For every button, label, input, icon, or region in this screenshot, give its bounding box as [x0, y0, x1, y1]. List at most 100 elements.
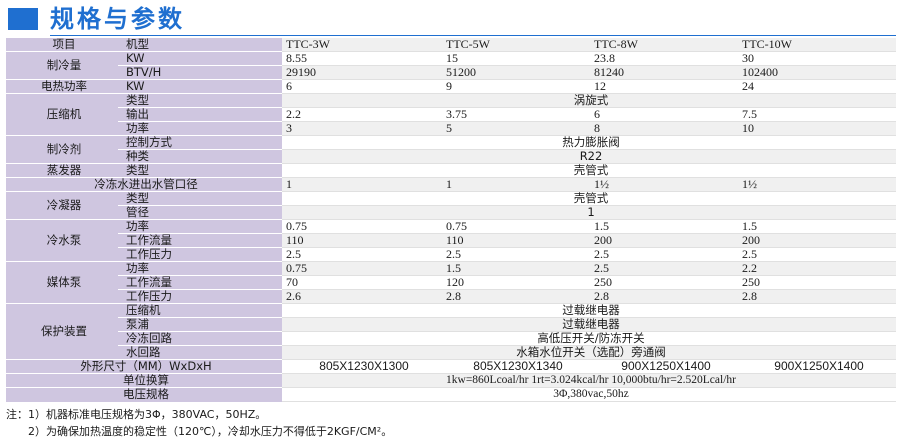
table-cell-span: 热力膨胀阀 — [282, 135, 896, 150]
row-label-pipe-diameter: 冷冻水进出水管口径 — [6, 177, 282, 192]
table-cell: 3 — [282, 121, 442, 136]
sub-label: 类型 — [118, 163, 282, 178]
header-divider — [50, 35, 896, 36]
table-row: 冷冻水进出水管口径 1 1 1½ 1½ — [6, 177, 896, 192]
table-cell: 250 — [590, 275, 738, 290]
row-label-cooling: 制冷量 — [6, 51, 118, 80]
sub-label: 压缩机 — [118, 303, 282, 318]
table-cell: 51200 — [442, 65, 590, 80]
sub-label: 泵浦 — [118, 317, 282, 332]
table-cell: 7.5 — [738, 107, 896, 122]
table-row: 管径 1 — [6, 205, 896, 220]
table-row: 电压规格 3Φ,380vac,50hz — [6, 387, 896, 402]
table-cell: 10 — [738, 121, 896, 136]
row-label-power-spec: 电压规格 — [6, 387, 282, 402]
table-cell: 9 — [442, 79, 590, 94]
table-row: 种类 R22 — [6, 149, 896, 164]
row-label-item: 项目 — [6, 37, 118, 52]
row-label-protection: 保护装置 — [6, 303, 118, 360]
table-row: 工作压力 2.6 2.8 2.8 2.8 — [6, 289, 896, 304]
table-row: 输出 2.2 3.75 6 7.5 — [6, 107, 896, 122]
table-row: 制冷量 KW 8.55 15 23.8 30 — [6, 51, 896, 80]
table-cell: 1½ — [590, 177, 738, 192]
table-row: 水回路 水箱水位开关（选配）旁通阀 — [6, 345, 896, 360]
row-label-cold-pump: 冷水泵 — [6, 219, 118, 262]
table-row: 冷冻回路 高低压开关/防冻开关 — [6, 331, 896, 346]
table-cell: 8 — [590, 121, 738, 136]
table-cell: 2.2 — [738, 261, 896, 276]
table-cell-span: 涡旋式 — [282, 93, 896, 108]
unit-label: BTV/H — [118, 65, 282, 80]
table-cell: 2.5 — [442, 247, 590, 262]
table-cell: 81240 — [590, 65, 738, 80]
table-cell: 805X1230X1340 — [442, 359, 590, 374]
table-cell: 2.8 — [738, 289, 896, 304]
table-cell: 110 — [282, 233, 442, 248]
table-cell: 29190 — [282, 65, 442, 80]
table-row: 冷水泵 功率 0.75 0.75 1.5 1.5 — [6, 219, 896, 262]
table-cell-span: 高低压开关/防冻开关 — [282, 331, 896, 346]
sub-label: 管径 — [118, 205, 282, 220]
table-row: 功率 3 5 8 10 — [6, 121, 896, 136]
table-cell: 102400 — [738, 65, 896, 80]
table-cell: 0.75 — [282, 261, 442, 276]
table-row: 保护装置 压缩机 过载继电器 — [6, 303, 896, 360]
table-cell-span: 过载继电器 — [282, 303, 896, 318]
table-cell-span: 1 — [282, 205, 896, 220]
row-label-unit-conversion: 单位换算 — [6, 373, 282, 388]
sub-label: 类型 — [118, 191, 282, 206]
table-row: 制冷剂 控制方式 热力膨胀阀 — [6, 135, 896, 164]
row-label-refrigerant: 制冷剂 — [6, 135, 118, 164]
table-cell-span: 壳管式 — [282, 191, 896, 206]
table-cell-span: 水箱水位开关（选配）旁通阀 — [282, 345, 896, 360]
table-row: 外形尺寸（MM）WxDxH 805X1230X1300 805X1230X134… — [6, 359, 896, 374]
table-cell: 110 — [442, 233, 590, 248]
table-cell: 1 — [282, 177, 442, 192]
model-name: TTC-8W — [590, 37, 738, 52]
sub-label: 工作流量 — [118, 275, 282, 290]
page-title: 规格与参数 — [50, 5, 185, 33]
table-cell: 1 — [442, 177, 590, 192]
table-cell: 24 — [738, 79, 896, 94]
table-cell: 2.8 — [590, 289, 738, 304]
table-cell-span: 3Φ,380vac,50hz — [282, 387, 896, 402]
sub-label: 水回路 — [118, 345, 282, 360]
table-row: 工作压力 2.5 2.5 2.5 2.5 — [6, 247, 896, 262]
row-label-medium-pump: 媒体泵 — [6, 261, 118, 304]
row-sublabel-model: 机型 — [118, 37, 282, 52]
table-cell: 805X1230X1300 — [282, 359, 442, 374]
sub-label: 功率 — [118, 219, 282, 234]
table-row: 媒体泵 功率 0.75 1.5 2.5 2.2 — [6, 261, 896, 304]
table-cell: 2.5 — [282, 247, 442, 262]
table-cell: 5 — [442, 121, 590, 136]
table-cell: 2.5 — [590, 261, 738, 276]
sub-label: 种类 — [118, 149, 282, 164]
table-cell: 3.75 — [442, 107, 590, 122]
table-cell-span: 1kw=860Lcoal/hr 1rt=3.024kcal/hr 10,000b… — [282, 373, 896, 388]
footnotes: 注：1）机器标准电压规格为3Φ，380VAC，50HZ。 2）为确保加热温度的稳… — [6, 406, 392, 440]
table-row: 工作流量 110 110 200 200 — [6, 233, 896, 248]
section-header: 规格与参数 — [0, 0, 900, 36]
table-cell: 15 — [442, 51, 590, 66]
table-row: 冷凝器 类型 壳管式 — [6, 191, 896, 220]
table-row: 压缩机 类型 涡旋式 — [6, 93, 896, 136]
unit-label: KW — [118, 79, 282, 94]
table-row: 蒸发器 类型 壳管式 — [6, 163, 896, 178]
table-cell: 2.5 — [590, 247, 738, 262]
spec-table: 项目 机型 TTC-3W TTC-5W TTC-8W TTC-10W 制冷量 K… — [6, 37, 896, 402]
table-cell: 900X1250X1400 — [738, 359, 896, 374]
row-label-condenser: 冷凝器 — [6, 191, 118, 220]
table-cell: 2.8 — [442, 289, 590, 304]
sub-label: 工作压力 — [118, 247, 282, 262]
row-label-compressor: 压缩机 — [6, 93, 118, 136]
sub-label: 控制方式 — [118, 135, 282, 150]
table-cell: 12 — [590, 79, 738, 94]
table-cell: 70 — [282, 275, 442, 290]
sub-label: 功率 — [118, 121, 282, 136]
table-cell: 6 — [590, 107, 738, 122]
sub-label: 功率 — [118, 261, 282, 276]
sub-label: 输出 — [118, 107, 282, 122]
table-cell-span: 壳管式 — [282, 163, 896, 178]
sub-label: 工作流量 — [118, 233, 282, 248]
row-label-dimensions: 外形尺寸（MM）WxDxH — [6, 359, 282, 374]
